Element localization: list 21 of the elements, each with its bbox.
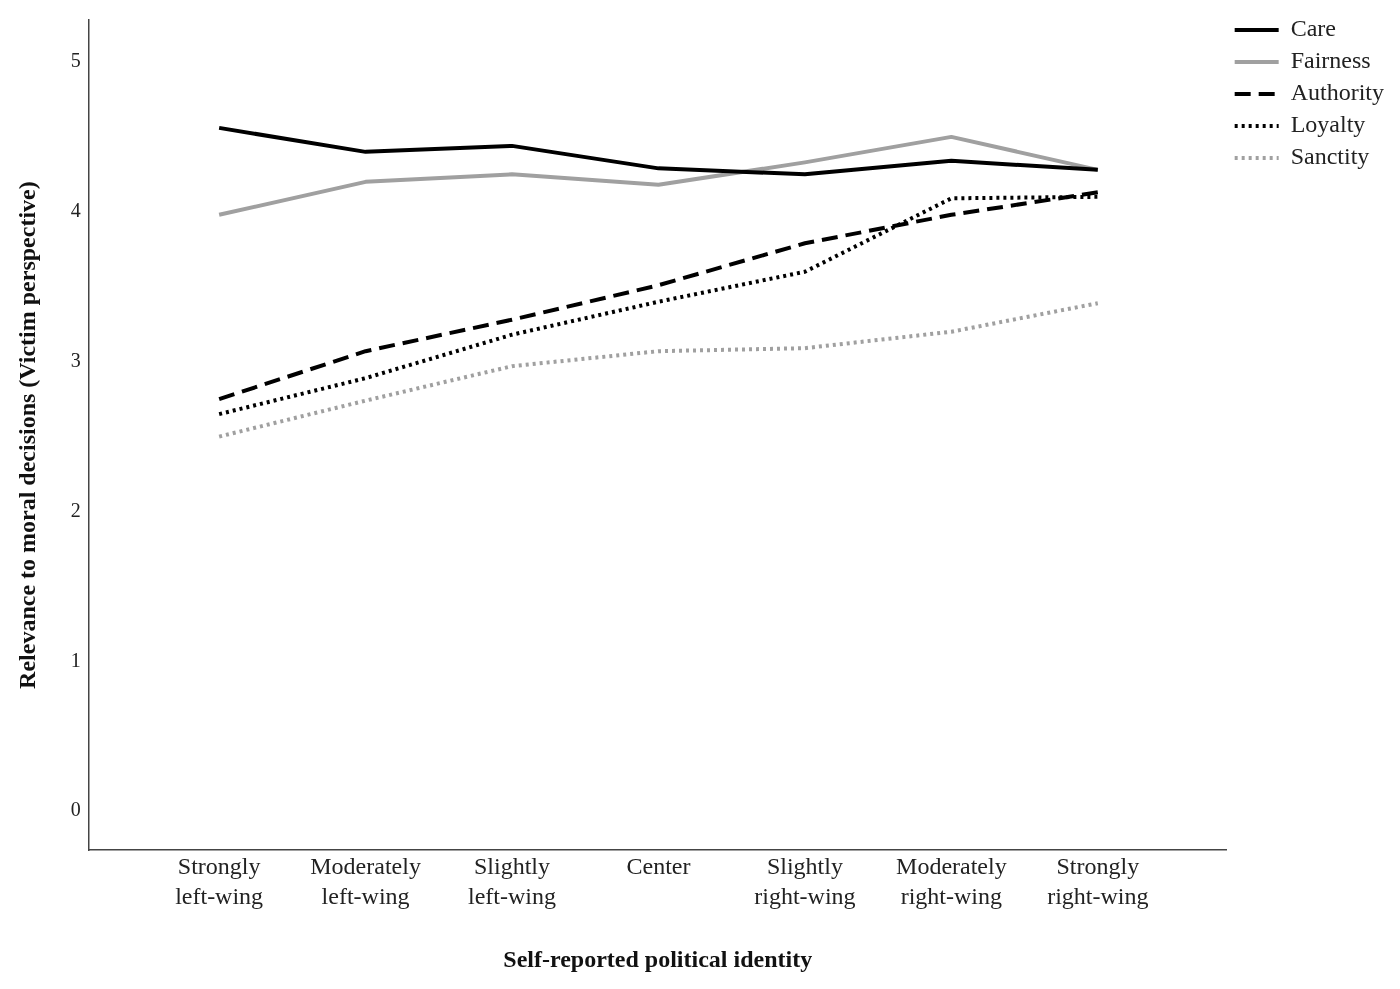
x-tick-label: Moderately left-wing (310, 853, 421, 910)
x-tick-label: Slightly right-wing (754, 853, 856, 910)
y-axis-title: Relevance to moral decisions (Victim perspective) (13, 181, 40, 689)
legend-label: Care (1290, 15, 1336, 42)
legend-label: Authority (1290, 79, 1384, 106)
x-tick-label: Slightly left-wing (468, 853, 557, 910)
x-tick-label: Moderately right-wing (896, 853, 1007, 910)
y-tick-label: 3 (70, 348, 81, 371)
y-tick-label: 0 (70, 798, 81, 821)
y-tick-label: 2 (70, 498, 81, 521)
x-tick-label: Strongly left-wing (175, 853, 264, 910)
line-series (217, 301, 1100, 439)
x-axis-title: Self-reported political identity (503, 945, 813, 972)
y-tick-label: 4 (70, 199, 81, 222)
y-tick-label: 1 (70, 648, 81, 671)
y-tick-label: 5 (70, 49, 81, 72)
legend-label: Fairness (1290, 47, 1371, 74)
legend-label: Loyalty (1290, 111, 1366, 138)
x-tick-label: Center (626, 853, 691, 880)
x-tick-label: Strongly right-wing (1047, 853, 1149, 910)
legend-label: Sanctity (1290, 143, 1370, 170)
